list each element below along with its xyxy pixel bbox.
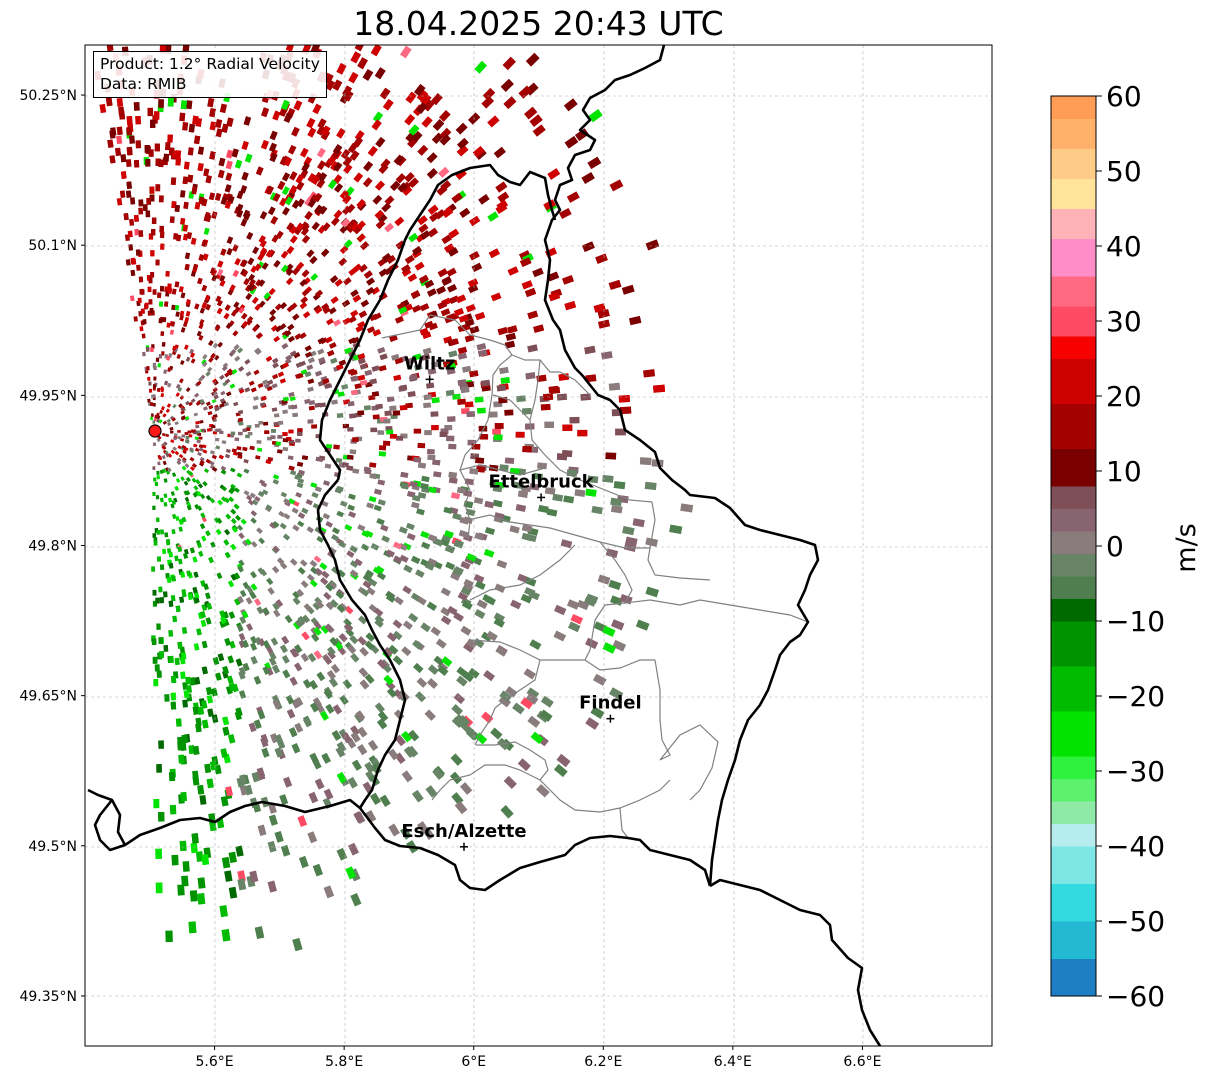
city-marker[interactable]: Ettelbruck bbox=[489, 471, 595, 502]
city-layer: Wiltz Ettelbruck Findel Esch/Alzette bbox=[401, 353, 642, 851]
colorbar-segment bbox=[1051, 276, 1096, 307]
colorbar-segment bbox=[1051, 508, 1096, 532]
colorbar-tick-label: 30 bbox=[1106, 305, 1142, 338]
colorbar-tick-label: 10 bbox=[1106, 455, 1142, 488]
colorbar-segment bbox=[1051, 336, 1096, 359]
city-label: Findel bbox=[579, 693, 642, 714]
colorbar-segment bbox=[1051, 598, 1096, 622]
colorbar-segment bbox=[1051, 576, 1096, 599]
colorbar-tick-label: 20 bbox=[1106, 380, 1142, 413]
lon-tick-label: 5.6°E bbox=[196, 1054, 234, 1070]
colorbar-tick-label: 60 bbox=[1106, 80, 1142, 113]
colorbar-tick-label: −50 bbox=[1106, 905, 1165, 938]
lat-tick-label: 49.95°N bbox=[19, 388, 77, 404]
lon-tick-label: 6.6°E bbox=[843, 1054, 881, 1070]
colorbar-segments bbox=[1051, 96, 1096, 997]
colorbar-tick-label: 50 bbox=[1106, 155, 1142, 188]
colorbar-segment bbox=[1051, 358, 1096, 404]
colorbar-segment bbox=[1051, 531, 1096, 554]
lat-tick-label: 50.1°N bbox=[28, 238, 77, 254]
city-label: Ettelbruck bbox=[489, 471, 595, 492]
colorbar-segment bbox=[1051, 118, 1096, 149]
colorbar-segment bbox=[1051, 778, 1096, 802]
colorbar-segment bbox=[1051, 238, 1096, 277]
colorbar-segment bbox=[1051, 178, 1096, 209]
lat-tick-label: 49.35°N bbox=[19, 989, 77, 1005]
city-marker[interactable]: Findel bbox=[579, 693, 642, 723]
colorbar: 60 50 40 30 20 10 0 −10 −20 −30 −40 −50 −60 m/s bbox=[1050, 80, 1202, 1013]
colorbar-segment bbox=[1051, 958, 1096, 997]
lon-tick-label: 6.2°E bbox=[584, 1054, 622, 1070]
colorbar-tick-label: −40 bbox=[1106, 830, 1165, 863]
lat-tick-label: 50.25°N bbox=[19, 88, 77, 104]
colorbar-segment bbox=[1051, 306, 1096, 337]
colorbar-segment bbox=[1051, 148, 1096, 179]
colorbar-segment bbox=[1051, 208, 1096, 239]
colorbar-segment bbox=[1051, 921, 1096, 959]
colorbar-tick-label: −10 bbox=[1106, 605, 1165, 638]
colorbar-segment bbox=[1051, 96, 1096, 119]
colorbar-segment bbox=[1051, 883, 1096, 922]
colorbar-segment bbox=[1051, 621, 1096, 667]
colorbar-tick-label: 0 bbox=[1106, 530, 1124, 563]
city-marker[interactable]: Wiltz bbox=[404, 353, 455, 384]
product-line: Product: 1.2° Radial Velocity bbox=[100, 55, 320, 73]
colorbar-segment bbox=[1051, 448, 1096, 487]
colorbar-ticks: 60 50 40 30 20 10 0 −10 −20 −30 −40 −50 −60 bbox=[1096, 80, 1165, 1013]
latitude-tick-labels: 50.25°N 50.1°N 49.95°N 49.8°N 49.65°N 49.5°N 4… bbox=[19, 88, 85, 1005]
radar-echo-layer bbox=[94, 45, 694, 952]
colorbar-segment bbox=[1051, 486, 1096, 509]
city-label: Esch/Alzette bbox=[401, 821, 526, 842]
lat-tick-label: 49.5°N bbox=[28, 839, 77, 855]
lat-tick-label: 49.8°N bbox=[28, 539, 77, 555]
colorbar-tick-label: 40 bbox=[1106, 230, 1142, 263]
canton-borders bbox=[381, 314, 809, 839]
colorbar-unit-label: m/s bbox=[1171, 523, 1202, 572]
colorbar-tick-label: −20 bbox=[1106, 680, 1165, 713]
colorbar-segment bbox=[1051, 403, 1096, 449]
radar-site-marker[interactable] bbox=[148, 424, 162, 438]
product-info-box: Product: 1.2° Radial Velocity Data: RMIB bbox=[93, 51, 327, 98]
country-borders bbox=[87, 45, 882, 1046]
map-panel[interactable]: Wiltz Ettelbruck Findel Esch/Alzette bbox=[84, 39, 993, 1047]
colorbar-segment bbox=[1051, 666, 1096, 712]
colorbar-segment bbox=[1051, 756, 1096, 779]
graticule bbox=[85, 45, 992, 1046]
lon-tick-label: 6.4°E bbox=[714, 1054, 752, 1070]
colorbar-segment bbox=[1051, 846, 1096, 884]
colorbar-segment bbox=[1051, 823, 1096, 847]
colorbar-segment bbox=[1051, 801, 1096, 824]
lat-tick-label: 49.65°N bbox=[19, 689, 77, 705]
city-label: Wiltz bbox=[404, 353, 455, 374]
longitude-tick-labels: 5.6°E 5.8°E 6°E 6.2°E 6.4°E 6.6°E bbox=[196, 1046, 881, 1070]
figure-title: 18.04.2025 20:43 UTC bbox=[353, 4, 724, 43]
lon-tick-label: 6°E bbox=[461, 1054, 486, 1070]
lon-tick-label: 5.8°E bbox=[325, 1054, 363, 1070]
colorbar-tick-label: −30 bbox=[1106, 755, 1165, 788]
colorbar-tick-label: −60 bbox=[1106, 980, 1165, 1013]
city-marker[interactable]: Esch/Alzette bbox=[401, 821, 527, 851]
colorbar-segment bbox=[1051, 553, 1096, 577]
data-source-line: Data: RMIB bbox=[100, 75, 187, 93]
colorbar-segment bbox=[1051, 711, 1096, 757]
